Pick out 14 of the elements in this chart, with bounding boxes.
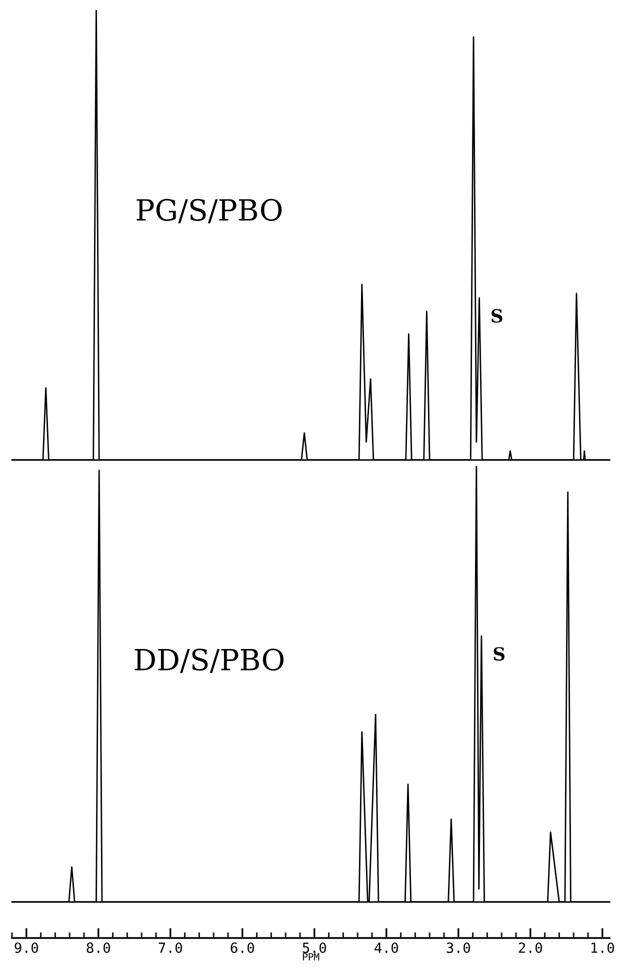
x-tick-label: 3.0 (446, 942, 470, 953)
x-tick-label: 1.0 (592, 942, 614, 953)
annotation: S (494, 647, 505, 661)
x-tick-label: 8.0 (86, 942, 110, 953)
annotation: S (492, 309, 502, 323)
x-tick-label: 2.0 (518, 942, 542, 953)
annotation: DD/S/PBO (134, 648, 284, 673)
x-tick-label: 5.0 (302, 942, 326, 953)
x-axis-title: PPM (302, 953, 320, 960)
x-tick-label: 4.0 (374, 942, 398, 953)
annotation: PG/S/PBO (136, 198, 282, 224)
x-tick-label: 6.0 (230, 942, 254, 953)
x-tick-label: 9.0 (14, 942, 38, 953)
x-tick-label: 7.0 (158, 942, 182, 953)
